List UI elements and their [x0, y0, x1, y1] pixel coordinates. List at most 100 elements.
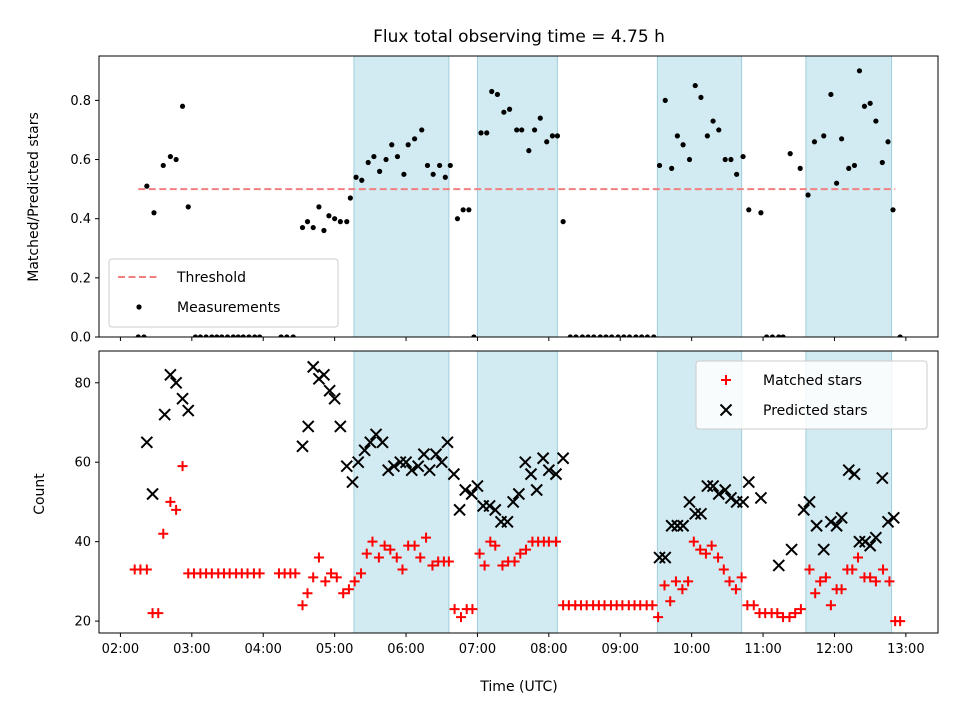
legend-predicted-label: Predicted stars — [763, 403, 868, 419]
predicted-star-point — [797, 503, 810, 517]
predicted-star-point — [824, 515, 838, 528]
y-tick-label: 80 — [74, 376, 91, 391]
measurement-point — [377, 168, 383, 174]
bottom-legend: Matched stars Predicted stars — [695, 360, 928, 430]
x-tick-label: 07:00 — [459, 642, 496, 657]
measurement-point — [424, 162, 431, 169]
predicted-star-point — [736, 495, 750, 509]
shaded-interval — [353, 56, 450, 337]
measurement-point — [430, 171, 436, 177]
legend-predicted-swatch — [719, 403, 733, 417]
measurement-point — [514, 127, 520, 133]
matched-star-point — [171, 504, 182, 515]
measurement-point — [135, 334, 141, 337]
predicted-star-point — [719, 483, 732, 497]
predicted-star-point — [701, 479, 714, 493]
x-tick-label: 08:00 — [530, 642, 567, 657]
predicted-star-point — [465, 487, 478, 501]
matched-star-point — [695, 544, 706, 555]
measurement-point — [203, 334, 209, 337]
predicted-star-point — [887, 511, 900, 525]
measurement-point — [478, 130, 484, 136]
measurement-point — [811, 139, 818, 145]
measurement-point — [489, 88, 495, 95]
x-tick-label: 05:00 — [316, 642, 353, 657]
measurement-point — [454, 216, 461, 222]
predicted-star-point — [665, 519, 678, 532]
top-legend: Threshold Measurements — [108, 258, 339, 328]
matched-star-point — [356, 568, 367, 579]
predicted-star-point — [429, 448, 443, 461]
measurement-point — [885, 139, 891, 145]
matched-star-point — [338, 588, 349, 599]
measurement-point — [494, 91, 501, 98]
measurement-point — [716, 127, 722, 133]
predicted-star-point — [459, 483, 472, 497]
predicted-star-point — [340, 459, 353, 473]
predicted-star-point — [876, 471, 889, 485]
measurement-point — [141, 334, 147, 337]
measurement-point — [797, 165, 803, 171]
matched-star-point — [373, 552, 384, 563]
measurement-point — [257, 334, 263, 337]
measurement-point — [656, 162, 663, 169]
measurement-point — [805, 192, 811, 198]
matched-star-point — [847, 564, 858, 575]
y-tick-label: 0.8 — [70, 94, 91, 109]
predicted-star-point — [317, 368, 331, 382]
measurement-point — [821, 133, 827, 139]
legend-measurements-swatch — [136, 304, 142, 310]
x-tick-label: 03:00 — [173, 642, 210, 657]
measurement-point — [447, 162, 453, 169]
measurement-point — [252, 334, 258, 337]
matched-star-point — [409, 540, 420, 551]
measurement-point — [290, 334, 296, 337]
predicted-star-point — [328, 392, 341, 405]
predicted-star-point — [817, 543, 830, 556]
measurement-point — [401, 171, 407, 177]
measurement-point — [828, 91, 834, 98]
matched-star-point — [391, 552, 402, 563]
measurement-point — [214, 334, 220, 337]
measurement-point — [851, 162, 858, 169]
top-y-axis-label: Matched/Predicted stars — [26, 112, 42, 282]
matched-star-point — [479, 560, 490, 571]
predicted-star-point — [296, 440, 309, 453]
predicted-star-point — [381, 463, 395, 477]
matched-star-point — [326, 568, 337, 579]
measurement-point — [167, 153, 174, 160]
predicted-star-point — [512, 487, 526, 501]
measurement-point — [144, 183, 150, 189]
predicted-star-point — [742, 475, 755, 489]
predicted-star-point — [689, 507, 702, 521]
y-tick-label: 60 — [74, 456, 91, 471]
measurement-point — [353, 174, 359, 180]
predicted-star-point — [694, 507, 708, 521]
matched-star-point — [700, 548, 711, 559]
measurement-point — [321, 227, 327, 234]
matched-star-point — [290, 568, 301, 579]
matched-star-point — [884, 576, 895, 587]
matched-star-point — [302, 588, 313, 599]
measurement-point — [603, 334, 609, 337]
matched-star-point — [515, 548, 526, 559]
measurement-point — [544, 139, 550, 145]
measurement-point — [466, 207, 472, 213]
predicted-star-point — [848, 467, 861, 481]
legend-box — [108, 258, 339, 328]
measurement-point — [310, 224, 316, 231]
predicted-star-point — [334, 420, 347, 433]
measurement-point — [436, 162, 443, 169]
matched-star-point — [331, 572, 342, 583]
measurement-point — [365, 159, 371, 166]
matched-star-point — [308, 572, 319, 583]
measurement-point — [235, 334, 241, 337]
matched-star-point — [254, 568, 265, 579]
predicted-star-point — [323, 384, 336, 397]
measurement-point — [780, 334, 786, 337]
measurement-point — [597, 334, 603, 337]
measurement-point — [834, 180, 840, 186]
predicted-star-point — [307, 360, 320, 374]
measurement-point — [692, 82, 698, 89]
measurement-point — [442, 174, 448, 180]
